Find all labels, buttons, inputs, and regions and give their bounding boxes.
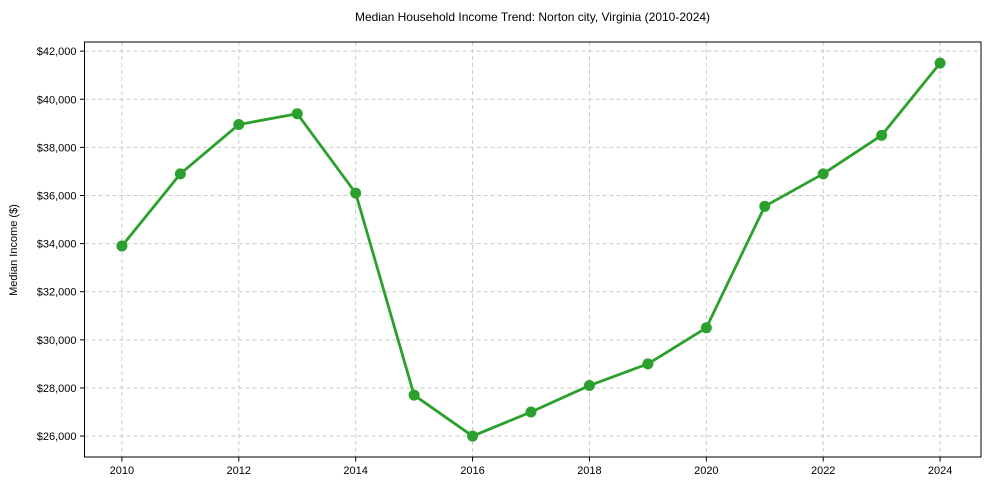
data-point — [350, 187, 362, 199]
y-tick-label: $40,000 — [37, 94, 77, 106]
data-point — [700, 322, 712, 334]
data-point — [642, 358, 654, 370]
y-tick-label: $26,000 — [37, 431, 77, 443]
chart-title: Median Household Income Trend: Norton ci… — [354, 10, 711, 24]
y-tick-label: $42,000 — [37, 46, 77, 58]
data-point — [876, 129, 888, 141]
y-tick-label: $32,000 — [37, 287, 77, 299]
y-tick-label: $28,000 — [37, 383, 77, 395]
x-tick-label: 2016 — [460, 465, 484, 477]
data-point — [467, 430, 479, 442]
y-tick-label: $36,000 — [37, 190, 77, 202]
data-point — [525, 406, 537, 418]
data-point — [934, 57, 946, 69]
x-tick-label: 2010 — [110, 465, 134, 477]
data-point — [408, 389, 420, 401]
y-tick-label: $38,000 — [37, 142, 77, 154]
x-tick-label: 2018 — [577, 465, 601, 477]
x-tick-label: 2024 — [928, 465, 952, 477]
data-point — [759, 200, 771, 212]
y-axis-label: Median Income ($) — [8, 204, 20, 296]
data-point — [174, 168, 186, 180]
data-point — [233, 119, 245, 131]
axes-spines — [84, 41, 982, 458]
x-tick-label: 2014 — [343, 465, 367, 477]
y-tick-label: $34,000 — [37, 239, 77, 251]
x-tick-label: 2012 — [227, 465, 251, 477]
data-point — [291, 108, 303, 120]
x-tick-label: 2020 — [694, 465, 718, 477]
data-point — [583, 380, 595, 392]
data-point — [116, 240, 128, 252]
trend-line — [120, 61, 942, 438]
x-tick-label: 2022 — [811, 465, 835, 477]
y-tick-label: $30,000 — [37, 335, 77, 347]
data-point — [817, 168, 829, 180]
